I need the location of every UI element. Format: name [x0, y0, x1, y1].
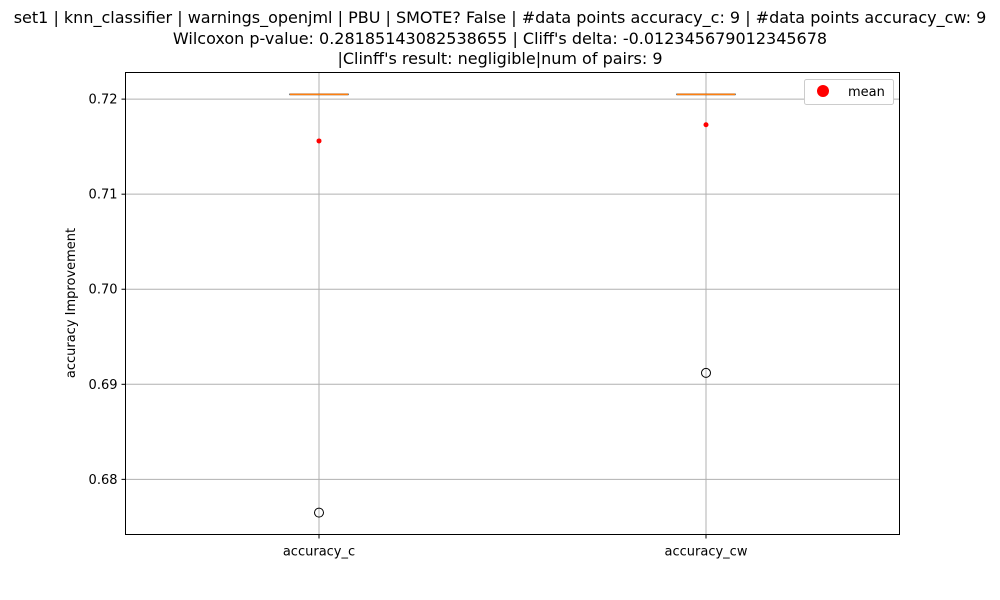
- grid-layer: [125, 72, 900, 535]
- chart-title-line-3: |Clinff's result: negligible|num of pair…: [337, 49, 663, 68]
- outlier-point-accuracy_c: [314, 507, 324, 518]
- legend: mean: [804, 79, 894, 105]
- y-tick-label: 0.70: [89, 283, 118, 298]
- boxes-layer: [289, 93, 736, 518]
- x-tick-label: accuracy_cw: [665, 545, 748, 560]
- y-axis-label: accuracy Improvement: [64, 228, 79, 378]
- y-tick-label: 0.72: [89, 93, 118, 108]
- legend-mean-marker: [817, 85, 829, 97]
- x-tick-label: accuracy_c: [283, 545, 355, 560]
- legend-mean-label: mean: [848, 85, 885, 100]
- plot-area-frame: [125, 72, 900, 535]
- outlier-point-accuracy_cw: [701, 367, 711, 378]
- legend-frame: [804, 79, 894, 105]
- chart-title-line-1: set1 | knn_classifier | warnings_openjml…: [13, 8, 987, 27]
- mean-point-accuracy_cw: [703, 122, 709, 128]
- y-tick-label: 0.68: [89, 473, 118, 488]
- y-tick-label: 0.69: [89, 378, 118, 393]
- ticks-layer: 0.68 0.69 0.70 0.71 0.72 accuracy_c accuracy_c…: [89, 93, 748, 560]
- chart-title-line-2: Wilcoxon p-value: 0.28185143082538655 | …: [172, 29, 828, 48]
- mean-point-accuracy_c: [316, 138, 322, 144]
- y-tick-label: 0.71: [89, 188, 118, 203]
